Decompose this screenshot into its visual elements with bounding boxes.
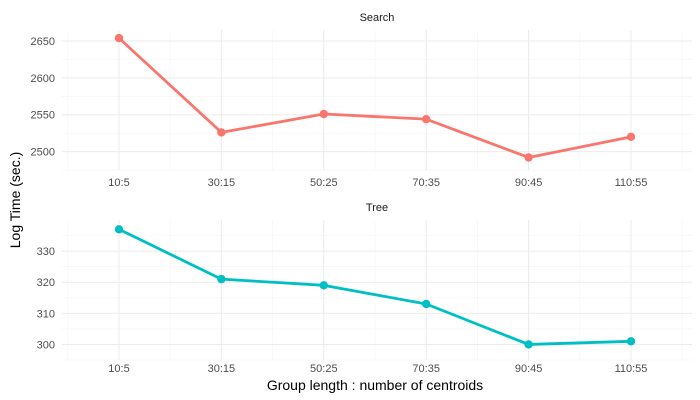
data-point [524, 340, 533, 349]
y-axis-title: Log Time (sec.) [7, 152, 23, 248]
x-axis-title: Group length : number of centroids [267, 377, 483, 393]
data-point [626, 337, 636, 346]
data-point [319, 109, 328, 119]
data-point [319, 281, 328, 290]
y-tick-label: 310 [37, 308, 55, 320]
series-line [117, 36, 633, 159]
x-tick-label: 110:55 [615, 177, 648, 189]
x-tick-label: 70:35 [412, 177, 440, 189]
y-tick-label: 320 [37, 277, 55, 289]
panels-group: 2500 2550 2600 2650 10:5 30:15 50:25 70:35 90:45… [31, 12, 692, 375]
x-tick-label: 10:5 [108, 177, 129, 189]
x-tick-label: 30:15 [208, 363, 236, 375]
data-point [114, 225, 124, 234]
data-point [422, 114, 431, 124]
x-tick-label: 110:55 [615, 363, 648, 375]
x-tick-label: 10:5 [108, 363, 129, 375]
panel-title: Tree [366, 202, 388, 214]
y-tick-label: 300 [37, 339, 55, 351]
data-point [217, 128, 226, 137]
data-point [524, 153, 533, 162]
data-point [217, 274, 226, 284]
panel-search: 2500 2550 2600 2650 10:5 30:15 50:25 70:35 90:45… [31, 12, 692, 189]
x-tick-label: 90:45 [515, 363, 543, 375]
x-tick-label: 30:15 [208, 177, 236, 189]
x-tick-label: 90:45 [515, 177, 543, 189]
x-tick-label: 70:35 [412, 363, 440, 375]
data-point [626, 132, 636, 142]
panel-tree: 300 310 320 330 10:5 30:15 50:25 70:35 90:45 110:… [37, 202, 692, 375]
x-tick-label: 50:25 [310, 363, 338, 375]
y-tick-label: 2550 [31, 110, 55, 122]
y-tick-label: 2500 [31, 147, 55, 159]
panel-title: Search [360, 12, 395, 24]
data-point [422, 299, 431, 309]
series-line [117, 227, 633, 346]
y-tick-label: 2600 [31, 73, 55, 85]
x-tick-label: 50:25 [310, 177, 338, 189]
y-tick-label: 2650 [31, 36, 55, 48]
y-tick-label: 330 [37, 246, 55, 258]
data-point [114, 33, 124, 43]
